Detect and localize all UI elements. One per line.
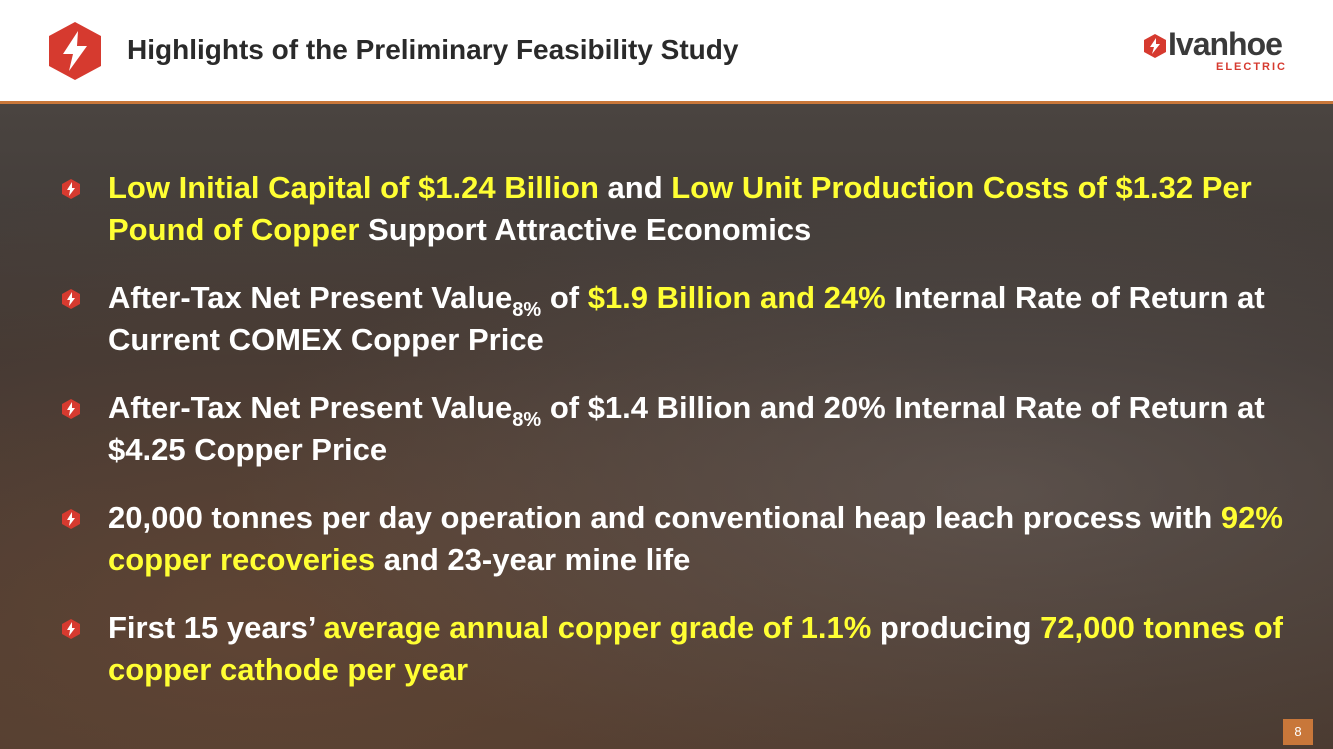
logo-icon xyxy=(1144,34,1166,58)
bullet: Low Initial Capital of $1.24 Billion and… xyxy=(60,167,1283,251)
bullet-text: of xyxy=(541,280,588,315)
highlight-text: Low Initial Capital of $1.24 Billion xyxy=(108,170,599,205)
highlight-text: Low Unit Production Costs of $1.32 Per P… xyxy=(108,170,1252,247)
bullet-text: and xyxy=(598,170,672,205)
subscript: 8% xyxy=(512,299,542,321)
bullet-list: Low Initial Capital of $1.24 Billion and… xyxy=(60,167,1290,717)
bullet-text: Internal Rate of Return at Current COMEX… xyxy=(108,280,1265,357)
bullet-text: After-Tax Net Present Value xyxy=(108,280,513,315)
header: Highlights of the Preliminary Feasibilit… xyxy=(0,0,1333,104)
bullet-text: 20,000 tonnes per day operation and conv… xyxy=(108,500,1221,535)
highlight-text: 72,000 tonnes of copper cathode per year xyxy=(108,610,1283,687)
bullet: 20,000 tonnes per day operation and conv… xyxy=(60,497,1283,581)
bullet-text: of $1.4 Billion and 20% Internal Rate of… xyxy=(108,390,1265,467)
background-photo xyxy=(0,103,1333,749)
bullet-icon xyxy=(62,509,80,529)
bullet-text: First 15 years’ xyxy=(108,610,324,645)
bullet-icon xyxy=(62,289,80,309)
bullet-icon xyxy=(62,619,80,639)
highlight-text: $1.9 Billion and 24% xyxy=(587,280,886,315)
bullet-text: After-Tax Net Present Value xyxy=(108,390,513,425)
bullet-text: Support Attractive Economics xyxy=(359,212,812,247)
bullet: After-Tax Net Present Value8% of $1.9 Bi… xyxy=(60,277,1283,361)
logo-sub: ELECTRIC xyxy=(1216,61,1287,73)
highlight-text: 92% copper recoveries xyxy=(108,500,1283,577)
header-icon xyxy=(49,22,101,80)
bullet-text: producing xyxy=(871,610,1041,645)
bullet-icon xyxy=(62,179,80,199)
bullet: After-Tax Net Present Value8% of $1.4 Bi… xyxy=(60,387,1283,471)
logo-name: Ivanhoe xyxy=(1168,26,1283,62)
highlight-text: average annual copper grade of 1.1% xyxy=(323,610,872,645)
page-number: 8 xyxy=(1283,719,1313,745)
bullet-text: and 23-year mine life xyxy=(375,542,691,577)
subscript: 8% xyxy=(512,409,542,431)
bullet: First 15 years’ average annual copper gr… xyxy=(60,607,1283,691)
slide-title: Highlights of the Preliminary Feasibilit… xyxy=(127,34,739,65)
bullet-icon xyxy=(62,399,80,419)
